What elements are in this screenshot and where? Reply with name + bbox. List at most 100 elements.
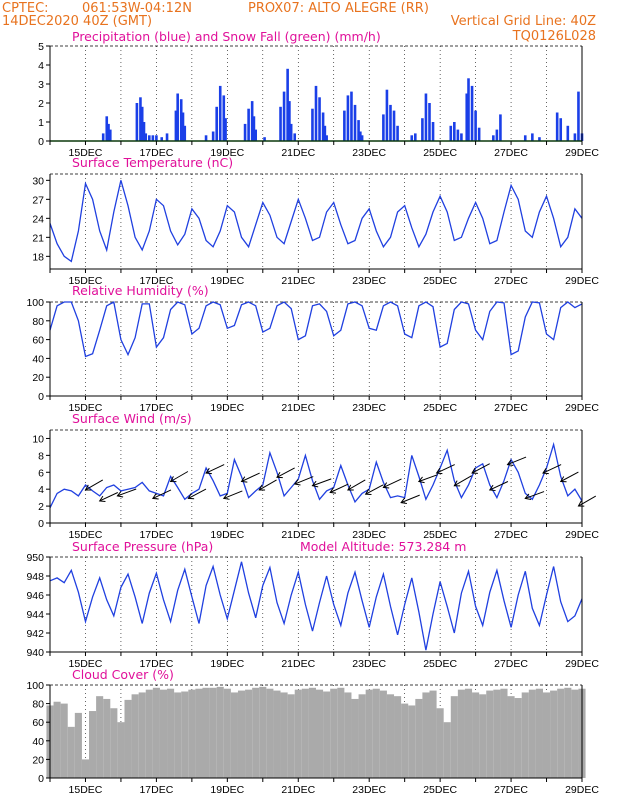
precip-bar	[151, 135, 155, 141]
cloud-bar	[358, 694, 366, 778]
x-tick-label: 17DEC	[139, 529, 173, 541]
cloud-bar	[74, 712, 82, 778]
cloud-bar	[351, 698, 359, 778]
wind-arrow-head	[276, 472, 283, 479]
y-tick-label: 1	[38, 117, 44, 129]
precip-bar	[289, 123, 293, 141]
x-tick-label: 23DEC	[352, 658, 386, 670]
series-line	[49, 301, 583, 358]
x-tick-label: 17DEC	[139, 275, 173, 287]
x-tick-label: 17DEC	[139, 402, 173, 414]
x-tick-label: 17DEC	[139, 784, 173, 796]
wind-arrow	[259, 479, 277, 491]
panel-4: 940 942 944 946 948 950 15DEC 17DEC 19DEC 21DEC 23…	[26, 552, 599, 670]
y-tick-label: 21	[32, 232, 44, 244]
wind-arrow-head	[488, 484, 496, 492]
cloud-bar	[571, 689, 579, 778]
header-grid-note: Vertical Grid Line: 40Z	[451, 14, 596, 29]
precip-bar	[321, 112, 325, 141]
cloud-bar	[195, 688, 203, 778]
precip-bar	[495, 129, 499, 141]
wind-arrow-head	[329, 487, 337, 494]
y-tick-label: 20	[32, 754, 44, 766]
y-tick-label: 4	[38, 484, 44, 496]
precip-bar	[382, 114, 385, 141]
cloud-bar	[401, 703, 409, 778]
y-tick-label: 0	[38, 391, 44, 403]
wind-arrow	[312, 478, 332, 487]
precip-bar	[465, 93, 469, 141]
precip-bar	[474, 110, 477, 141]
precip-bar	[135, 103, 139, 141]
y-tick-label: 10	[32, 433, 44, 445]
wind-arrow	[365, 484, 384, 495]
cloud-bar	[344, 692, 352, 778]
y-tick-label: 0	[38, 773, 44, 785]
precip-bar	[107, 123, 110, 141]
cloud-bar	[486, 690, 494, 778]
y-tick-label: 18	[32, 251, 44, 263]
precip-bar	[160, 137, 164, 141]
cloud-bar	[131, 694, 139, 778]
cloud-bar	[152, 687, 160, 778]
cloud-bar	[266, 688, 274, 778]
header-date: 14DEC2020 40Z (GMT)	[2, 14, 152, 29]
wind-arrow	[383, 478, 402, 488]
x-tick-label: 25DEC	[423, 275, 457, 287]
x-tick-label: 27DEC	[494, 275, 528, 287]
y-tick-label: 0	[38, 518, 44, 530]
cloud-bar	[216, 686, 224, 778]
precip-bar	[144, 133, 148, 141]
panel-0: 0 1 2 3 4 5 15DEC 17DEC 19DEC 21DEC 23DEC 25DEC 27DE…	[38, 41, 599, 159]
cloud-bar	[294, 689, 302, 778]
wind-arrow-head	[222, 493, 230, 500]
y-tick-label: 5	[38, 41, 44, 53]
wind-arrow	[99, 492, 118, 502]
wind-arrow	[525, 491, 545, 499]
y-tick-label: 940	[26, 647, 44, 659]
y-tick-label: 950	[26, 552, 44, 564]
cloud-bar	[81, 759, 90, 778]
y-tick-label: 8	[38, 450, 44, 462]
cloud-bar	[557, 688, 565, 778]
x-tick-label: 15DEC	[69, 275, 103, 287]
x-tick-label: 29DEC	[565, 402, 599, 414]
precip-bar	[288, 101, 291, 141]
cloud-bar	[372, 688, 380, 778]
precip-bar	[218, 85, 222, 141]
y-tick-label: 60	[32, 335, 44, 347]
precip-bar	[250, 101, 254, 141]
cloud-title: Cloud Cover (%)	[72, 667, 174, 682]
precip-bar	[174, 110, 178, 141]
cloud-bar	[507, 696, 515, 778]
cloud-bar	[209, 687, 217, 778]
cloud-bar	[223, 688, 231, 778]
precip-bar	[385, 89, 389, 141]
precip-bar	[183, 125, 187, 141]
precip-bar	[499, 114, 502, 141]
wind-arrow-head	[506, 459, 514, 466]
wind-arrow-head	[84, 484, 92, 491]
cloud-bar	[202, 687, 210, 778]
cloud-bar	[138, 692, 146, 778]
x-tick-label: 15DEC	[69, 529, 103, 541]
precip-bar	[414, 133, 417, 141]
x-tick-label: 21DEC	[281, 147, 315, 159]
x-tick-label: 23DEC	[352, 147, 386, 159]
cloud-bar	[365, 689, 373, 778]
wind-arrow	[560, 471, 579, 482]
precip-bar	[323, 125, 327, 141]
x-tick-label: 29DEC	[565, 658, 599, 670]
wind-arrow	[507, 456, 527, 466]
precip-bar	[176, 93, 179, 141]
x-tick-label: 21DEC	[281, 275, 315, 287]
wind-arrow	[276, 467, 295, 478]
y-tick-label: 27	[32, 194, 44, 206]
cloud-bar	[330, 688, 338, 778]
x-tick-label: 15DEC	[69, 147, 103, 159]
cloud-bar	[53, 701, 61, 778]
wind-arrow	[347, 479, 366, 491]
precip-bar	[204, 135, 208, 141]
series-line	[49, 561, 583, 651]
